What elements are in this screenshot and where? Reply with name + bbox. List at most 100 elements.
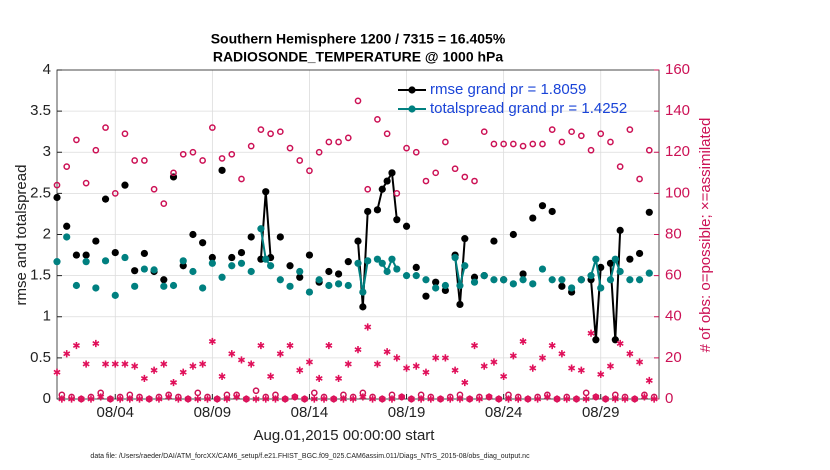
data-point [169,281,178,290]
data-point [398,393,406,401]
data-point [442,138,449,146]
data-point [262,395,270,403]
data-point [131,362,139,370]
data-point [461,378,469,387]
data-point [325,138,333,146]
data-point [140,249,148,258]
data-point [82,258,90,266]
data-point [577,132,585,140]
data-point [592,393,600,401]
data-point [349,395,357,403]
data-point [378,185,386,193]
x-tick-label: 08/09 [194,404,232,421]
data-point [393,190,401,197]
data-point [519,276,527,284]
data-point [373,255,382,263]
data-point [121,181,129,189]
data-point [471,177,478,185]
data-point [437,395,445,403]
data-point [616,339,624,348]
data-point [228,253,236,262]
data-point [373,206,382,214]
data-point [446,395,454,403]
data-point [480,362,488,370]
data-point [402,222,411,230]
data-point [116,395,124,403]
data-point [636,175,643,183]
data-point [199,157,206,164]
data-point [461,262,469,270]
data-point [208,259,216,267]
x-axis-label: Aug.01,2015 00:00:00 start [254,427,436,444]
data-point [252,395,260,403]
y2-tick-label: 40 [665,308,682,325]
footnote: data file: /Users/raeder/DAI/ATM_forcXX/… [90,453,530,460]
data-point [339,395,347,403]
y-tick-label: 3.5 [30,102,51,119]
data-point [72,341,80,350]
data-point [538,202,547,210]
data-point [543,393,551,401]
data-point [432,284,440,292]
data-point [568,364,576,372]
data-point [106,395,114,403]
data-point [354,237,362,245]
data-point [63,233,71,241]
chart-subtitle: RADIOSONDE_TEMPERATURE @ 1000 hPa [213,49,504,65]
chart-title: Southern Hemisphere 1200 / 7315 = 16.405… [211,31,506,47]
y-tick-label: 1 [43,308,51,325]
data-point [558,138,566,146]
data-point [475,395,483,403]
data-point [121,360,129,368]
x-tick-label: 08/04 [96,404,134,421]
data-point [631,395,639,403]
data-point [179,262,187,270]
data-point [534,395,542,403]
data-point [335,138,342,146]
data-point [203,395,212,403]
data-point [305,358,313,366]
data-point [184,395,192,403]
data-point [626,255,634,263]
data-point [247,142,255,150]
data-point [189,267,197,276]
data-point [635,249,644,258]
y2-tick-label: 160 [665,61,690,78]
data-point [257,341,265,350]
data-point [213,395,221,403]
y2-tick-label: 120 [665,143,690,160]
y-tick-label: 0 [43,390,51,407]
data-point [587,329,595,337]
data-point [131,157,139,164]
data-point [461,173,469,181]
y2-tick-label: 80 [665,225,682,242]
data-point [393,265,401,273]
data-point [301,395,309,403]
data-point [305,288,314,296]
data-point [344,258,352,266]
data-point [558,350,566,358]
y2-tick-label: 100 [665,184,690,201]
data-point [606,362,614,370]
data-point [72,281,81,290]
data-point [72,251,81,259]
data-point [587,146,595,154]
data-point [509,230,517,239]
x-tick-label: 08/14 [291,404,329,421]
data-point [451,165,459,173]
data-point [160,276,168,284]
y-tick-label: 2.5 [30,184,51,201]
data-point [563,395,571,403]
data-point [621,395,629,403]
data-point [441,286,449,295]
data-point [645,376,653,385]
data-point [529,280,537,288]
data-point [519,337,527,346]
y-tick-label: 3 [43,143,51,160]
data-point [616,267,624,276]
data-point [602,395,610,403]
data-point [412,148,420,156]
data-point [364,257,372,265]
